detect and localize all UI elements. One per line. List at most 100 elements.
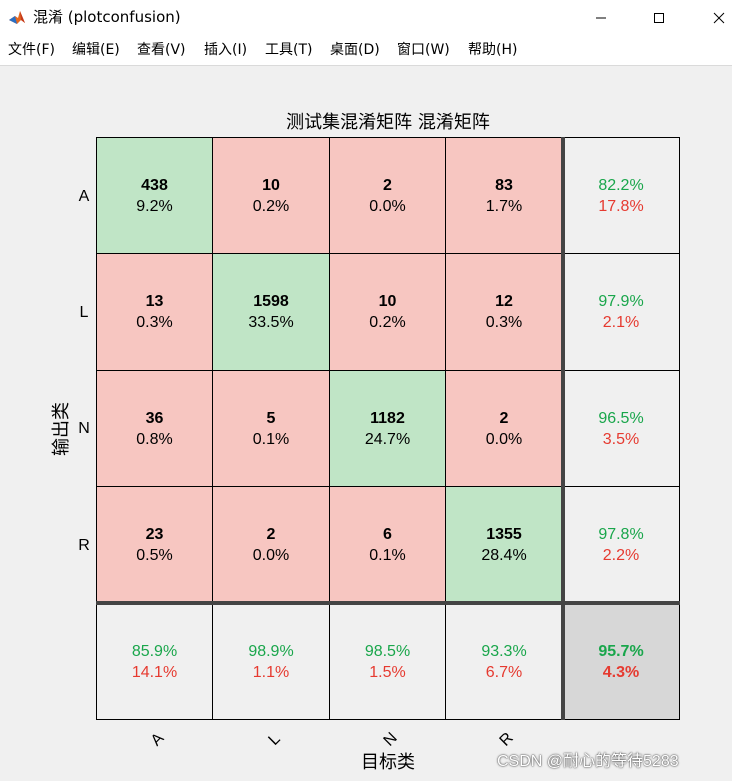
column-summary-cell: 98.5% 1.5% — [329, 603, 446, 720]
matrix-cell: 6 0.1% — [329, 486, 446, 604]
minimize-button[interactable] — [578, 0, 624, 35]
row-summary-cell: 97.9% 2.1% — [562, 253, 680, 371]
menu-desktop[interactable]: 桌面(D) — [330, 42, 380, 58]
matrix-cell: 1355 28.4% — [445, 486, 563, 604]
cell-count: 438 — [141, 176, 168, 194]
error-rate: 17.8% — [598, 197, 644, 215]
cell-percent: 0.3% — [485, 314, 523, 331]
overall-accuracy-cell: 95.7% 4.3% — [562, 603, 680, 720]
maximize-icon — [654, 12, 664, 23]
error-rate: 1.1% — [252, 663, 290, 681]
close-icon — [713, 12, 725, 23]
menu-view[interactable]: 查看(V) — [137, 42, 186, 58]
cell-percent: 0.0% — [369, 197, 406, 215]
cell-percent: 33.5% — [248, 314, 294, 331]
menu-window[interactable]: 窗口(W) — [397, 42, 450, 58]
cell-count: 13 — [145, 293, 164, 310]
row-summary-cell: 82.2% 17.8% — [562, 137, 680, 254]
correct-rate: 97.8% — [598, 526, 644, 543]
summary-divider-horizontal — [96, 601, 680, 605]
cell-count: 36 — [145, 409, 164, 427]
cell-percent: 0.1% — [252, 430, 290, 448]
row-label-l: L — [79, 304, 89, 321]
matrix-cell: 2 0.0% — [212, 486, 330, 604]
matrix-cell: 12 0.3% — [445, 253, 563, 371]
confusion-matrix-grid: 438 9.2% 10 0.2% 2 0.0% 83 1.7% 82.2% 17.8% 13 0.3%… — [96, 137, 680, 720]
matrix-cell: 1598 33.5% — [212, 253, 330, 371]
cell-percent: 0.0% — [252, 547, 290, 564]
chart-title: 测试集混淆矩阵 混淆矩阵 — [286, 112, 490, 133]
cell-percent: 0.2% — [252, 197, 290, 215]
cell-count: 10 — [378, 293, 397, 310]
matrix-cell: 10 0.2% — [329, 253, 446, 371]
cell-count: 2 — [499, 409, 509, 427]
cell-percent: 0.2% — [369, 314, 406, 331]
matrix-cell: 23 0.5% — [96, 486, 213, 604]
matrix-cell: 2 0.0% — [445, 370, 563, 487]
cell-count: 5 — [266, 409, 276, 427]
row-summary-cell: 96.5% 3.5% — [562, 370, 680, 487]
summary-divider-vertical — [561, 137, 565, 720]
cell-count: 1182 — [370, 409, 405, 427]
row-summary-cell: 97.8% 2.2% — [562, 486, 680, 604]
cell-percent: 24.7% — [364, 430, 411, 448]
watermark: CSDN @耐心的等待5283 — [497, 753, 679, 770]
row-label-r: R — [78, 537, 90, 554]
cell-percent: 1.7% — [485, 197, 523, 215]
matrix-cell: 36 0.8% — [96, 370, 213, 487]
error-rate: 3.5% — [602, 430, 640, 448]
matrix-cell: 438 9.2% — [96, 137, 213, 254]
correct-rate: 82.2% — [598, 176, 644, 194]
error-rate: 2.2% — [602, 547, 640, 564]
menu-insert[interactable]: 插入(I) — [204, 42, 248, 58]
correct-rate: 98.5% — [364, 642, 411, 660]
correct-rate: 96.5% — [598, 409, 644, 427]
error-rate: 14.1% — [131, 663, 178, 681]
cell-percent: 0.1% — [369, 547, 406, 564]
column-summary-cell: 85.9% 14.1% — [96, 603, 213, 720]
title-bar: 混淆 (plotconfusion) — [0, 0, 732, 35]
menu-help[interactable]: 帮助(H) — [468, 42, 518, 58]
close-button[interactable] — [696, 0, 732, 35]
column-summary-cell: 98.9% 1.1% — [212, 603, 330, 720]
menu-bar: 文件(F) 编辑(E) 查看(V) 插入(I) 工具(T) 桌面(D) 窗口(W… — [0, 35, 732, 66]
cell-percent: 0.5% — [136, 547, 173, 564]
cell-count: 2 — [383, 176, 392, 194]
cell-percent: 0.8% — [136, 430, 173, 448]
column-summary-cell: 93.3% 6.7% — [445, 603, 563, 720]
correct-rate: 93.3% — [481, 642, 527, 660]
menu-edit[interactable]: 编辑(E) — [72, 42, 120, 58]
correct-rate: 98.9% — [248, 642, 294, 660]
row-label-a: A — [78, 188, 90, 205]
cell-count: 12 — [495, 293, 513, 310]
matlab-icon — [8, 8, 26, 26]
maximize-button[interactable] — [636, 0, 682, 35]
cell-percent: 0.3% — [136, 314, 173, 331]
row-label-n: N — [78, 420, 90, 437]
matrix-cell: 10 0.2% — [212, 137, 330, 254]
matrix-cell: 83 1.7% — [445, 137, 563, 254]
overall-error-rate: 4.3% — [602, 663, 640, 681]
cell-count: 2 — [266, 526, 276, 543]
window-title: 混淆 (plotconfusion) — [33, 8, 181, 26]
cell-count: 10 — [262, 176, 280, 194]
correct-rate: 97.9% — [598, 293, 644, 310]
cell-count: 83 — [495, 176, 513, 194]
cell-percent: 9.2% — [136, 197, 173, 215]
cell-count: 1355 — [486, 526, 522, 543]
error-rate: 2.1% — [602, 314, 640, 331]
overall-correct-rate: 95.7% — [598, 642, 644, 660]
menu-file[interactable]: 文件(F) — [8, 42, 55, 58]
error-rate: 6.7% — [485, 663, 523, 681]
matrix-cell: 2 0.0% — [329, 137, 446, 254]
matrix-cell: 1182 24.7% — [329, 370, 446, 487]
cell-count: 1598 — [253, 293, 289, 310]
matrix-cell: 13 0.3% — [96, 253, 213, 371]
error-rate: 1.5% — [369, 663, 406, 681]
correct-rate: 85.9% — [131, 642, 178, 660]
cell-count: 6 — [383, 526, 392, 543]
menu-tools[interactable]: 工具(T) — [265, 42, 313, 58]
x-axis-label: 目标类 — [361, 752, 415, 773]
y-axis-label: 输出类 — [51, 402, 72, 456]
cell-percent: 0.0% — [485, 430, 523, 448]
